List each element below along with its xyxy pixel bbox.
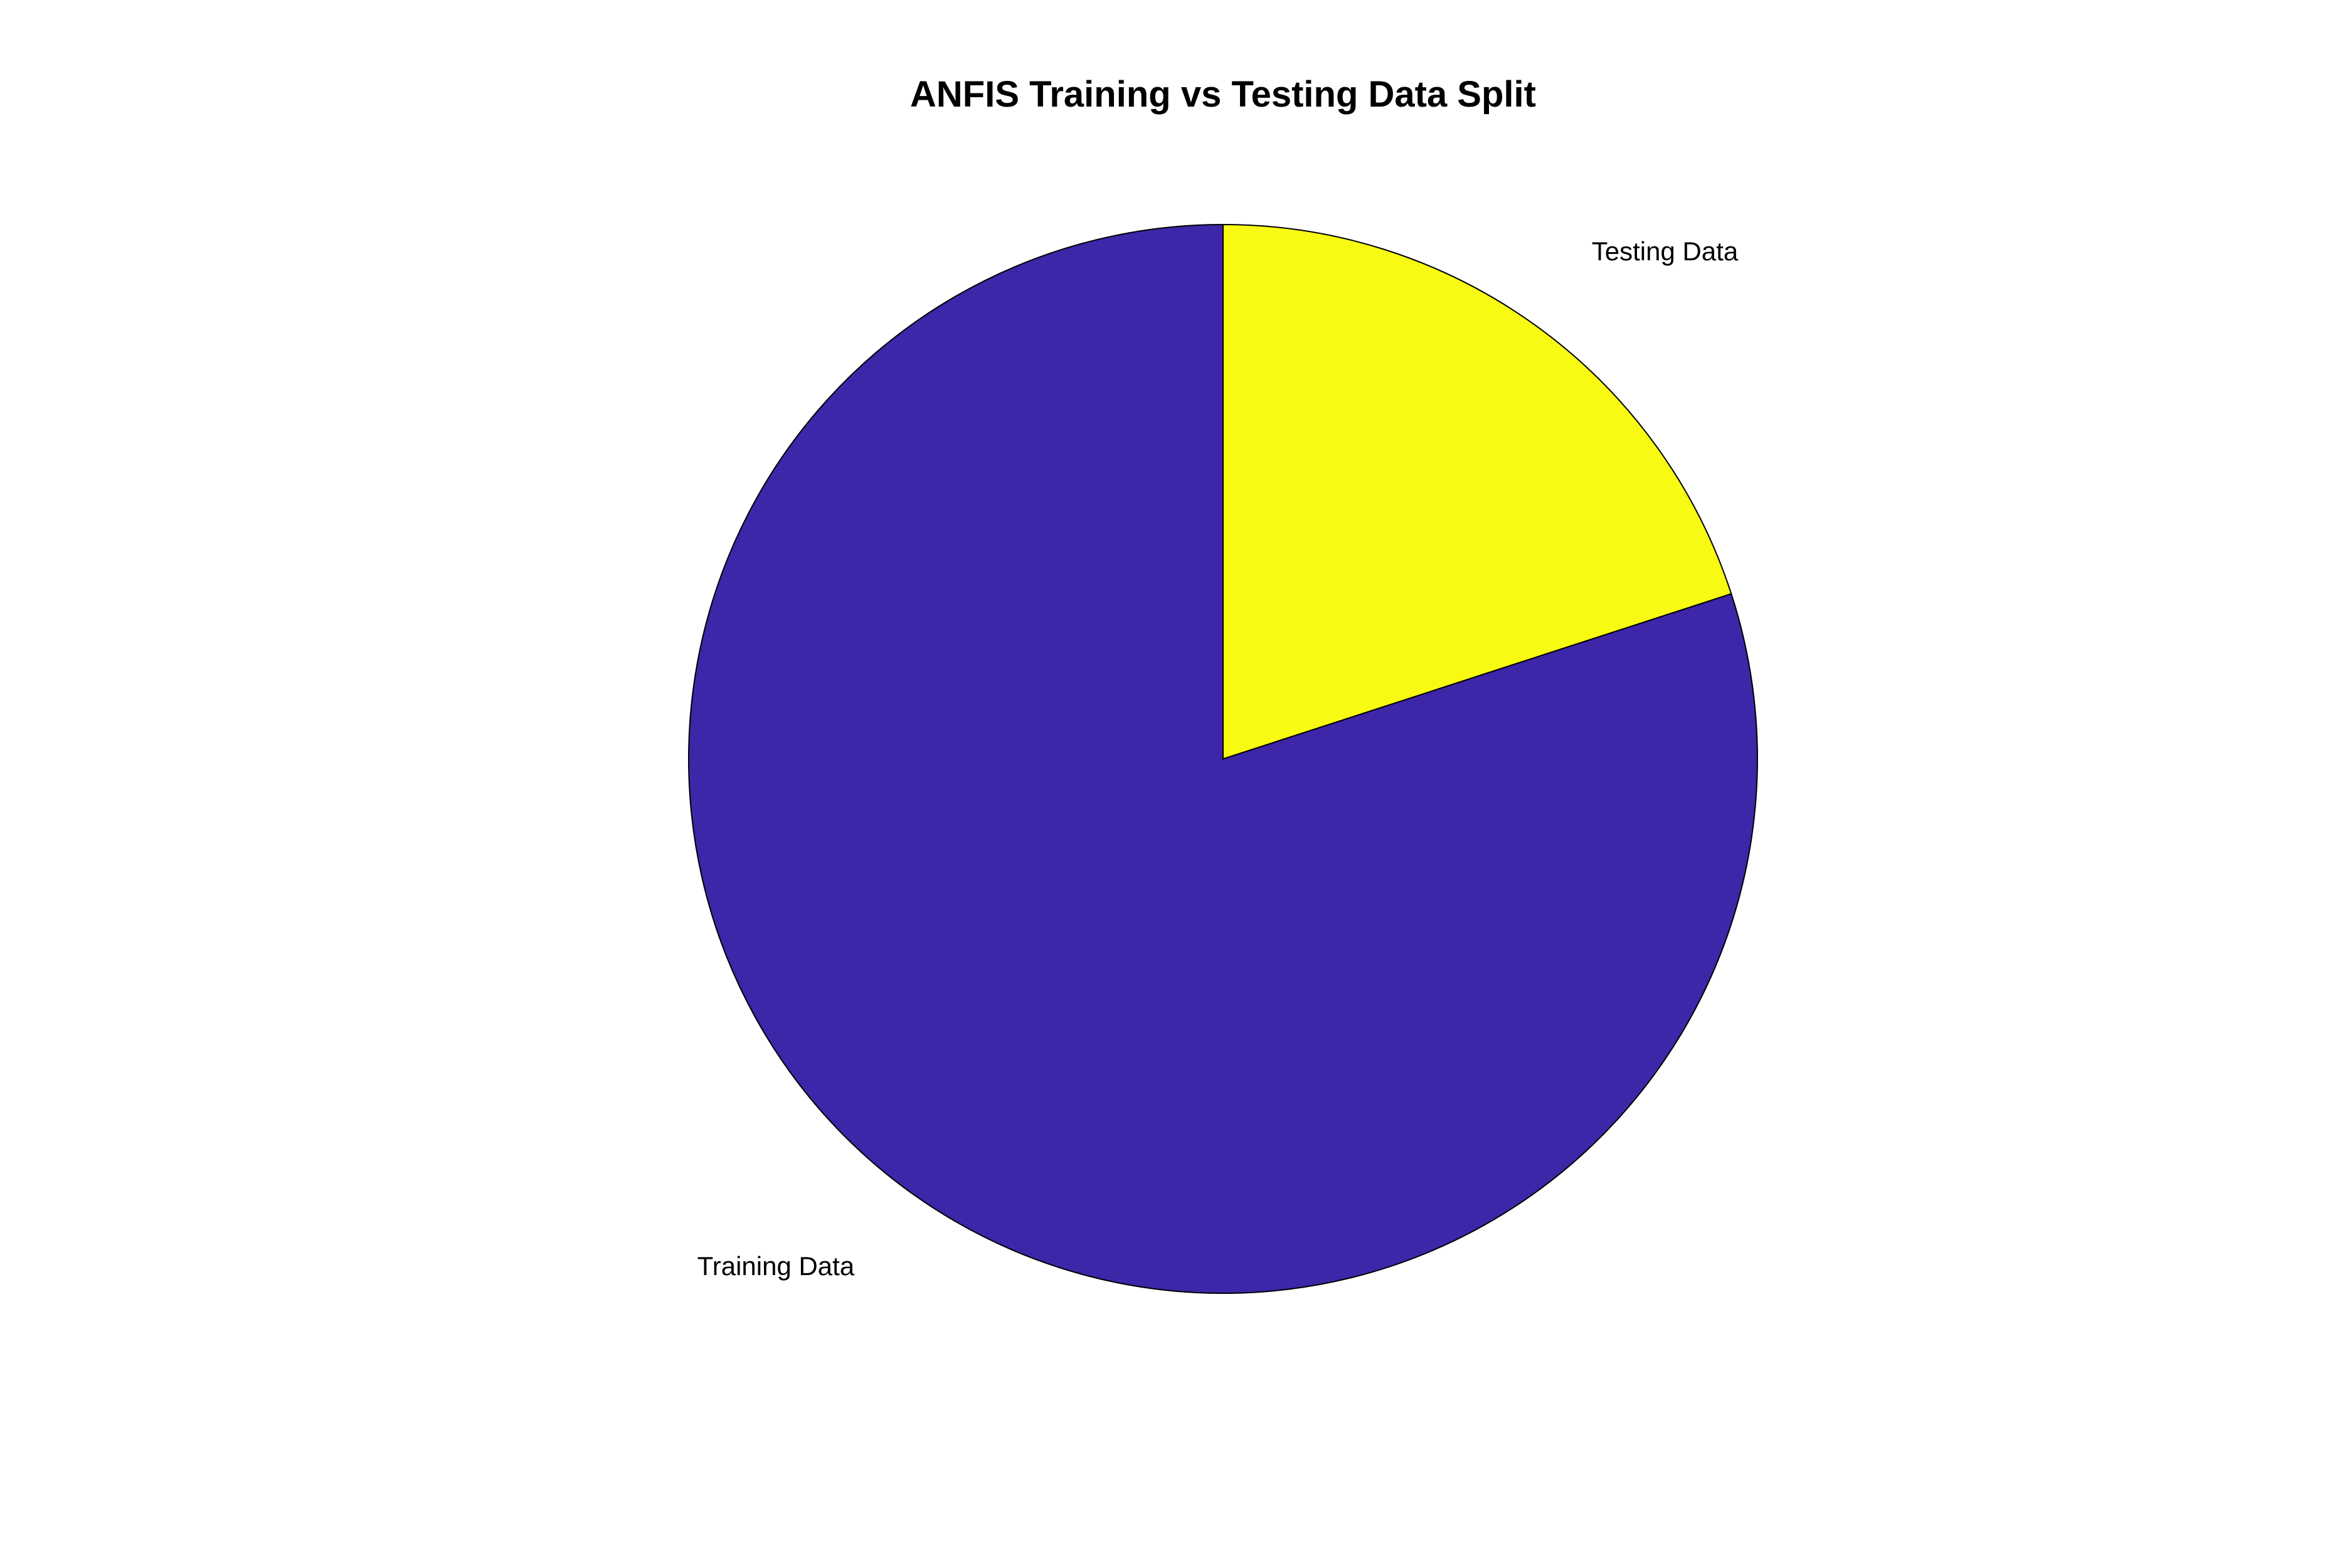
pie-slices <box>688 223 1758 1294</box>
chart-title: ANFIS Training vs Testing Data Split <box>910 74 1536 115</box>
pie-label-testing-data: Testing Data <box>1592 236 1739 266</box>
pie-slice-testing-data <box>1222 223 1732 760</box>
pie-labels: Training Data Testing Data <box>697 236 1739 1281</box>
pie-label-training-data: Training Data <box>697 1251 855 1281</box>
pie-slice-training-data <box>688 223 1758 1294</box>
